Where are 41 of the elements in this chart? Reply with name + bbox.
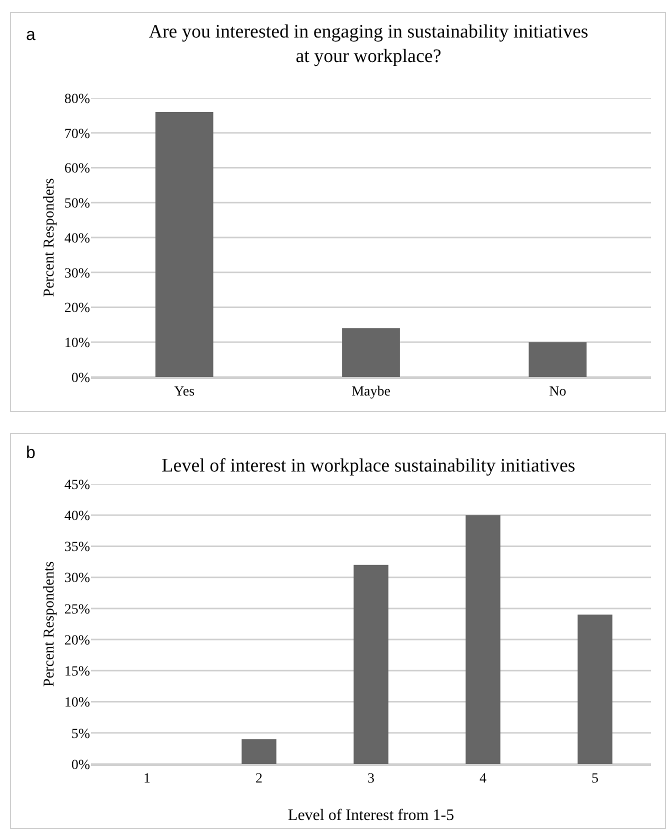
y-tick-label: 45% (64, 478, 90, 493)
bar (354, 564, 388, 764)
x-tick-label: 4 (480, 772, 486, 787)
x-tick-label: Maybe (352, 384, 390, 400)
bar (155, 112, 214, 377)
x-tick-label: 1 (144, 772, 150, 787)
y-tick-label: 40% (64, 509, 90, 524)
bar (466, 515, 500, 764)
bar (342, 328, 400, 377)
y-tick-label: 30% (64, 571, 90, 586)
y-tick-label: 50% (64, 196, 90, 212)
y-tick-label: 70% (64, 126, 90, 142)
chart-title: Are you interested in engaging in sustainability initiatives at your workplace? (148, 21, 588, 68)
text: a (26, 25, 36, 44)
y-axis-title: Percent Responders (42, 178, 58, 297)
y-tick-label: 30% (64, 266, 90, 282)
y-tick-label: 20% (64, 633, 90, 648)
y-tick-label: 40% (64, 231, 90, 246)
y-tick-label: 60% (64, 162, 90, 177)
x-tick-label: Yes (174, 384, 195, 400)
y-tick-label: 10% (64, 696, 90, 711)
y-tick-label: 10% (64, 336, 90, 352)
bar (578, 614, 612, 764)
bar (242, 739, 276, 764)
y-tick-label: 20% (64, 301, 90, 316)
x-tick-label: No (549, 384, 566, 400)
text: b (26, 443, 36, 462)
y-tick-label: 0% (71, 758, 90, 773)
chart-title: Level of interest in workplace sustainability initiatives (162, 456, 576, 477)
x-tick-label: 5 (592, 772, 598, 787)
y-tick-label: 15% (64, 664, 90, 680)
x-axis-title: Level of Interest from 1-5 (288, 807, 454, 824)
bar (528, 342, 587, 377)
y-tick-label: 80% (64, 92, 90, 107)
x-tick-label: 2 (256, 772, 262, 787)
y-tick-label: 0% (71, 370, 90, 386)
y-tick-label: 25% (64, 602, 90, 618)
y-tick-label: 5% (71, 726, 90, 742)
y-tick-label: 35% (64, 540, 90, 556)
y-axis-title: Percent Respondents (42, 561, 58, 687)
x-tick-label: 3 (368, 772, 374, 787)
